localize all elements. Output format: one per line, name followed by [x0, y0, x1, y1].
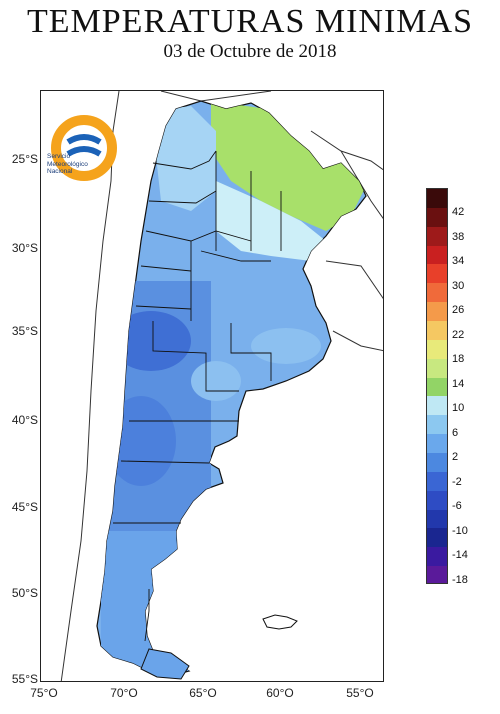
- lon-label-60o: 60°O: [266, 686, 294, 700]
- colorbar-label: 22: [452, 328, 465, 341]
- colorbar-segment: [427, 528, 447, 548]
- colorbar-segment: [427, 566, 447, 583]
- argentina-temperature-map: [60, 91, 383, 681]
- map-title: TEMPERATURAS MINIMAS: [27, 3, 473, 40]
- colorbar-label: -10: [452, 524, 468, 537]
- colorbar-segment: [427, 321, 447, 341]
- colorbar-segment: [427, 377, 447, 397]
- colorbar-label: 18: [452, 353, 465, 366]
- zone-light-center: [191, 361, 241, 401]
- lon-label-55o: 55°O: [346, 686, 374, 700]
- lon-label-75o: 75°O: [30, 686, 58, 700]
- colorbar-segment: [427, 415, 447, 435]
- lat-label-25s: 25°S: [11, 152, 38, 166]
- colorbar-segment: [427, 189, 447, 209]
- lat-label-55s: 55°S: [11, 672, 38, 686]
- provincial-borders: [113, 150, 282, 642]
- tierra-del-fuego: [140, 648, 190, 680]
- colorbar-label: 2: [452, 451, 459, 464]
- lat-label-45s: 45°S: [11, 500, 38, 514]
- colorbar-segment: [427, 434, 447, 454]
- neighbour-brazil: [340, 150, 383, 220]
- zone-light-coast: [251, 328, 321, 364]
- colorbar-label: 34: [452, 255, 465, 268]
- colorbar-segment: [427, 264, 447, 284]
- map-frame: [40, 90, 384, 682]
- zone-mild-north: [216, 181, 326, 261]
- colorbar-segment: [427, 547, 447, 567]
- colorbar-label: -2: [452, 475, 462, 488]
- zone-deep-cold-center: [111, 311, 191, 371]
- colorbar-label: 14: [452, 377, 465, 390]
- colorbar-segment: [427, 245, 447, 265]
- neighbour-uruguay: [325, 260, 383, 352]
- zone-deep-cold-south: [106, 396, 176, 486]
- zone-light-north-west: [151, 106, 216, 211]
- temperature-colorbar: [426, 188, 448, 584]
- colorbar-segment: [427, 490, 447, 511]
- colorbar-label: -6: [452, 500, 462, 513]
- colorbar-segment: [427, 358, 447, 379]
- colorbar-segment: [427, 226, 447, 247]
- colorbar-segment: [427, 207, 447, 228]
- zone-warm-northeast: [211, 101, 366, 231]
- colorbar-label: -14: [452, 549, 468, 562]
- colorbar-segment: [427, 302, 447, 322]
- colorbar-segment: [427, 453, 447, 473]
- colorbar-label: 38: [452, 230, 465, 243]
- colorbar-label: 42: [452, 206, 465, 218]
- colorbar-segment: [427, 339, 447, 360]
- smn-logo: [51, 115, 117, 181]
- colorbar-segment: [427, 396, 447, 416]
- lon-label-70o: 70°O: [110, 686, 138, 700]
- colorbar-segment: [427, 283, 447, 303]
- lat-label-35s: 35°S: [11, 324, 38, 338]
- lat-label-40s: 40°S: [11, 413, 38, 427]
- lon-label-65o: 65°O: [189, 686, 217, 700]
- islas-malvinas: [262, 614, 298, 630]
- colorbar-segment: [427, 471, 447, 492]
- map-date: 03 de Octubre de 2018: [163, 41, 337, 62]
- lat-label-50s: 50°S: [11, 586, 38, 600]
- colorbar-label: 30: [452, 279, 465, 292]
- colorbar-label: 10: [452, 402, 465, 415]
- colorbar-segment: [427, 509, 447, 529]
- smn-logo-text: Servicio Meteorológico Nacional: [47, 153, 88, 175]
- colorbar-label: 26: [452, 304, 465, 317]
- lat-label-30s: 30°S: [11, 241, 38, 255]
- colorbar-label: -18: [452, 574, 468, 586]
- colorbar-label: 6: [452, 426, 459, 439]
